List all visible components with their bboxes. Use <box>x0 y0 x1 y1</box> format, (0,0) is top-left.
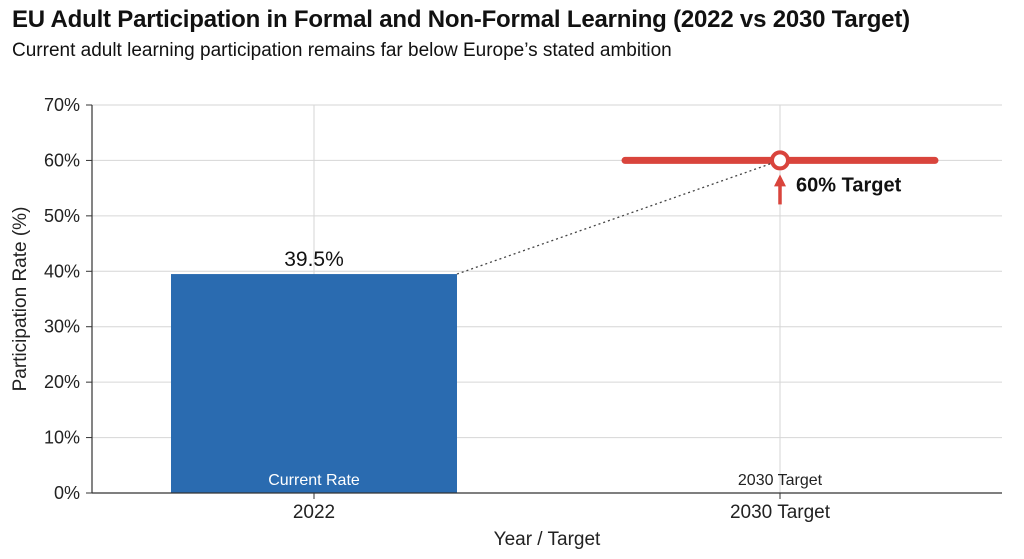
chart-title: EU Adult Participation in Formal and Non… <box>12 6 910 33</box>
target-marker <box>770 150 790 171</box>
x-tick-label: 2030 Target <box>730 502 831 523</box>
connector-line <box>456 159 781 275</box>
target-bar-inner-label: 2030 Target <box>738 472 823 489</box>
y-tick-label: 10% <box>44 428 80 448</box>
y-tick-label: 20% <box>44 372 80 392</box>
y-tick-label: 70% <box>44 95 80 115</box>
x-tick-label: 2022 <box>293 502 335 523</box>
target-annotation: 60% Target <box>796 174 902 196</box>
bar-2022 <box>171 274 457 493</box>
bar-inner-label: Current Rate <box>268 472 360 489</box>
y-tick-label: 60% <box>44 150 80 170</box>
x-axis-title: Year / Target <box>494 529 601 550</box>
y-tick-label: 30% <box>44 317 80 337</box>
y-axis-title: Participation Rate (%) <box>10 207 31 392</box>
y-tick-label: 50% <box>44 206 80 226</box>
chart-subtitle: Current adult learning participation rem… <box>12 40 672 61</box>
y-tick-label: 40% <box>44 261 80 281</box>
y-tick-label: 0% <box>54 483 80 503</box>
bar-value-label: 39.5% <box>284 248 344 271</box>
arrow-up-icon <box>774 174 786 187</box>
